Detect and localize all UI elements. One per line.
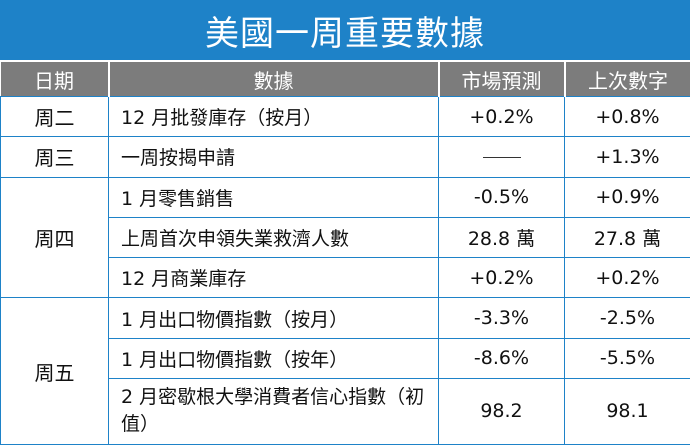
header-data: 數據 xyxy=(107,62,439,97)
table-title: 美國一周重要數據 xyxy=(0,0,690,60)
forecast-cell: 98.2 xyxy=(438,377,565,445)
header-row: 日期 數據 市場預測 上次數字 xyxy=(0,62,690,97)
forecast-cell: -8.6% xyxy=(438,337,565,379)
header-date: 日期 xyxy=(0,62,109,97)
item-cell: 1 月出口物價指數（按年） xyxy=(108,337,439,379)
table-row: 上周首次申領失業救濟人數 28.8 萬 27.8 萬 xyxy=(1,216,690,259)
header-previous: 上次數字 xyxy=(563,62,690,97)
previous-cell: +1.3% xyxy=(564,136,690,178)
previous-cell: +0.9% xyxy=(564,176,690,218)
forecast-cell: -3.3% xyxy=(438,297,565,339)
previous-cell: +0.8% xyxy=(564,95,690,138)
forecast-cell: -0.5% xyxy=(438,176,565,218)
header-forecast: 市場預測 xyxy=(437,62,565,97)
previous-cell: -2.5% xyxy=(564,297,690,339)
item-cell: 12 月批發庫存（按月） xyxy=(108,95,439,138)
day-cell: 周四 xyxy=(0,176,109,299)
table-row: 周三 一周按揭申請 +1.3% xyxy=(0,136,690,178)
table-row: 周四 1 月零售銷售 -0.5% +0.9% xyxy=(0,176,690,299)
day-cell: 周五 xyxy=(0,297,109,445)
previous-cell: 27.8 萬 xyxy=(564,216,690,259)
item-cell: 2 月密歇根大學消費者信心指數（初值） xyxy=(108,377,439,445)
item-cell: 一周按揭申請 xyxy=(108,136,439,178)
table-row: 1 月出口物價指數（按年） -8.6% -5.5% xyxy=(1,337,690,379)
item-cell: 1 月出口物價指數（按月） xyxy=(108,297,439,339)
item-cell: 上周首次申領失業救濟人數 xyxy=(108,216,439,259)
table-row: 2 月密歇根大學消費者信心指數（初值） 98.2 98.1 xyxy=(1,377,690,445)
previous-cell: 98.1 xyxy=(564,377,690,445)
day-cell: 周二 xyxy=(0,95,109,138)
day-cell: 周三 xyxy=(0,136,109,178)
forecast-cell xyxy=(438,136,565,178)
previous-cell: -5.5% xyxy=(564,337,690,379)
forecast-cell: 28.8 萬 xyxy=(438,216,565,259)
item-cell: 12 月商業庫存 xyxy=(108,257,439,299)
item-cell: 1 月零售銷售 xyxy=(108,176,439,218)
table-row: 12 月商業庫存 +0.2% +0.2% xyxy=(1,257,690,299)
previous-cell: +0.2% xyxy=(564,257,690,299)
table-row: 周五 1 月出口物價指數（按月） -3.3% -2.5% xyxy=(0,297,690,445)
forecast-cell: +0.2% xyxy=(438,257,565,299)
forecast-cell: +0.2% xyxy=(438,95,565,138)
table-row: 周二 12 月批發庫存（按月） +0.2% +0.8% xyxy=(0,95,690,138)
economic-data-table: 日期 數據 市場預測 上次數字 周二 12 月批發庫存（按月） +0.2% +0… xyxy=(0,62,690,445)
no-forecast-dash xyxy=(482,156,521,158)
